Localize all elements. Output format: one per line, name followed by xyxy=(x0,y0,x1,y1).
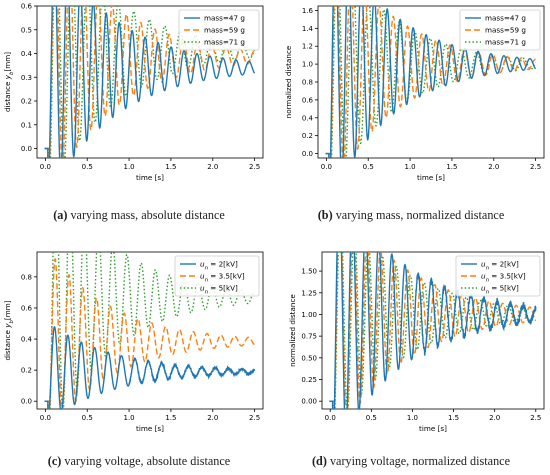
legend-label-3: mass=71 g xyxy=(204,38,245,47)
x-tick-label: 2.5 xyxy=(249,163,260,171)
series-line-3 xyxy=(325,6,537,158)
x-tick-label: 1.0 xyxy=(407,414,418,422)
series-line-2 xyxy=(329,252,537,409)
legend-box xyxy=(459,9,541,51)
legend-label-3: un = 5[kV] xyxy=(200,284,238,296)
y-tick-label: 0.25 xyxy=(301,376,317,384)
y-tick-label: 0.00 xyxy=(301,398,317,406)
x-tick-label: 0.0 xyxy=(40,163,51,171)
legend-label-1: un = 2[kV] xyxy=(200,260,238,272)
legend-box xyxy=(455,255,541,297)
x-tick-label: 1.0 xyxy=(405,163,416,171)
x-tick-label: 0.0 xyxy=(325,414,336,422)
series-line-1 xyxy=(44,6,256,158)
y-tick-label: 1.4 xyxy=(302,25,314,33)
y-tick-label: 0.6 xyxy=(302,96,314,104)
caption-b: (b) varying mass, normalized distance xyxy=(317,208,505,222)
x-tick-label: 2.5 xyxy=(530,163,541,171)
series-line-1 xyxy=(325,6,537,158)
caption-d: (d) varying voltage, normalized distance xyxy=(312,454,510,468)
legend-label-1: mass=47 g xyxy=(204,14,245,23)
y-axis-label: distance yb[mm] xyxy=(3,52,15,112)
y-tick-label: 1.6 xyxy=(302,7,314,15)
x-tick-label: 0.5 xyxy=(82,414,93,422)
y-tick-label: 0.0 xyxy=(21,398,32,406)
y-tick-label: 0.2 xyxy=(302,132,313,140)
y-axis-label: normalized distance xyxy=(284,45,293,118)
caption-a: (a) varying mass, absolute distance xyxy=(53,208,225,222)
x-tick-label: 2.0 xyxy=(489,414,500,422)
y-tick-label: 0.4 xyxy=(21,336,33,344)
x-tick-label: 2.5 xyxy=(530,414,541,422)
y-tick-label: 0.75 xyxy=(301,333,317,341)
x-tick-label: 1.0 xyxy=(124,163,135,171)
legend-label-3: mass=71 g xyxy=(485,38,526,47)
x-axis-label: time [s] xyxy=(419,424,447,433)
x-tick-label: 1.5 xyxy=(165,163,176,171)
y-axis-label: distance yb[mm] xyxy=(3,300,15,360)
chart-panel-b: 0.0 0.5 1.0 1.5 2.0 2.5 0.0 0.2 0.4 0.6 0.8 1.0 1.2 1… xyxy=(284,5,545,182)
series-line-2 xyxy=(325,6,536,158)
y-tick-label: 1.0 xyxy=(302,61,313,69)
x-tick-label: 2.0 xyxy=(207,414,218,422)
x-axis-label: time [s] xyxy=(136,424,164,433)
legend-label-2: un = 3.5[kV] xyxy=(481,272,526,284)
y-tick-label: 0.6 xyxy=(21,3,33,11)
y-tick-label: 1.2 xyxy=(302,43,313,51)
y-tick-label: 0.8 xyxy=(21,273,32,281)
series-line-1 xyxy=(329,252,537,409)
series-line-3 xyxy=(44,6,256,158)
y-tick-label: 0.8 xyxy=(302,79,313,87)
x-tick-label: 1.5 xyxy=(446,163,457,171)
y-tick-label: 0.6 xyxy=(21,304,33,312)
legend-label-3: un = 5[kV] xyxy=(481,284,519,296)
y-tick-label: 0.5 xyxy=(21,26,32,34)
x-tick-label: 1.5 xyxy=(448,414,459,422)
legend-label-2: mass=59 g xyxy=(204,26,245,35)
series-line-3 xyxy=(329,252,537,409)
y-tick-label: 0.4 xyxy=(302,114,314,122)
legend-label-1: mass=47 g xyxy=(485,14,526,23)
legend-label-1: un = 2[kV] xyxy=(481,260,519,272)
x-axis-label: time [s] xyxy=(136,173,164,182)
x-tick-label: 2.0 xyxy=(488,163,499,171)
x-tick-label: 0.0 xyxy=(40,414,51,422)
y-tick-label: 0.0 xyxy=(302,150,313,158)
x-tick-label: 2.5 xyxy=(249,414,260,422)
y-tick-label: 0.0 xyxy=(21,145,32,153)
x-tick-label: 0.0 xyxy=(321,163,332,171)
y-tick-label: 0.2 xyxy=(21,367,32,375)
x-tick-label: 1.0 xyxy=(124,414,135,422)
y-tick-label: 1.00 xyxy=(301,311,317,319)
series-line-2 xyxy=(44,258,256,409)
x-tick-label: 0.5 xyxy=(363,163,374,171)
chart-panel-c: 0.0 0.5 1.0 1.5 2.0 2.5 0.0 0.2 0.4 0.6 0.8 time [s… xyxy=(3,251,264,433)
y-tick-label: 1.50 xyxy=(301,268,317,276)
chart-panel-d: 0.0 0.5 1.0 1.5 2.0 2.5 0.00 0.25 0.50 0.75 1.00 1.… xyxy=(288,251,545,433)
legend-box xyxy=(174,255,260,297)
y-tick-label: 0.4 xyxy=(21,50,33,58)
x-tick-label: 0.5 xyxy=(366,414,377,422)
y-tick-label: 0.3 xyxy=(21,74,32,82)
x-tick-label: 1.5 xyxy=(165,414,176,422)
legend-box xyxy=(178,9,260,51)
y-tick-label: 1.25 xyxy=(301,289,317,297)
legend-label-2: mass=59 g xyxy=(485,26,526,35)
series-line-1 xyxy=(44,325,256,409)
chart-panel-a: 0.0 0.5 1.0 1.5 2.0 2.5 0.0 0.1 0.2 0.3 0.4 0.5 0.6 t… xyxy=(3,3,264,182)
legend-label-2: un = 3.5[kV] xyxy=(200,272,245,284)
y-tick-label: 0.50 xyxy=(301,354,317,362)
caption-c: (c) varying voltage, absolute distance xyxy=(47,454,231,468)
y-tick-label: 0.1 xyxy=(21,121,32,129)
x-tick-label: 0.5 xyxy=(82,163,93,171)
y-tick-label: 0.2 xyxy=(21,98,32,106)
y-axis-label: normalized distance xyxy=(288,294,297,367)
x-tick-label: 2.0 xyxy=(207,163,218,171)
x-axis-label: time [s] xyxy=(417,173,445,182)
